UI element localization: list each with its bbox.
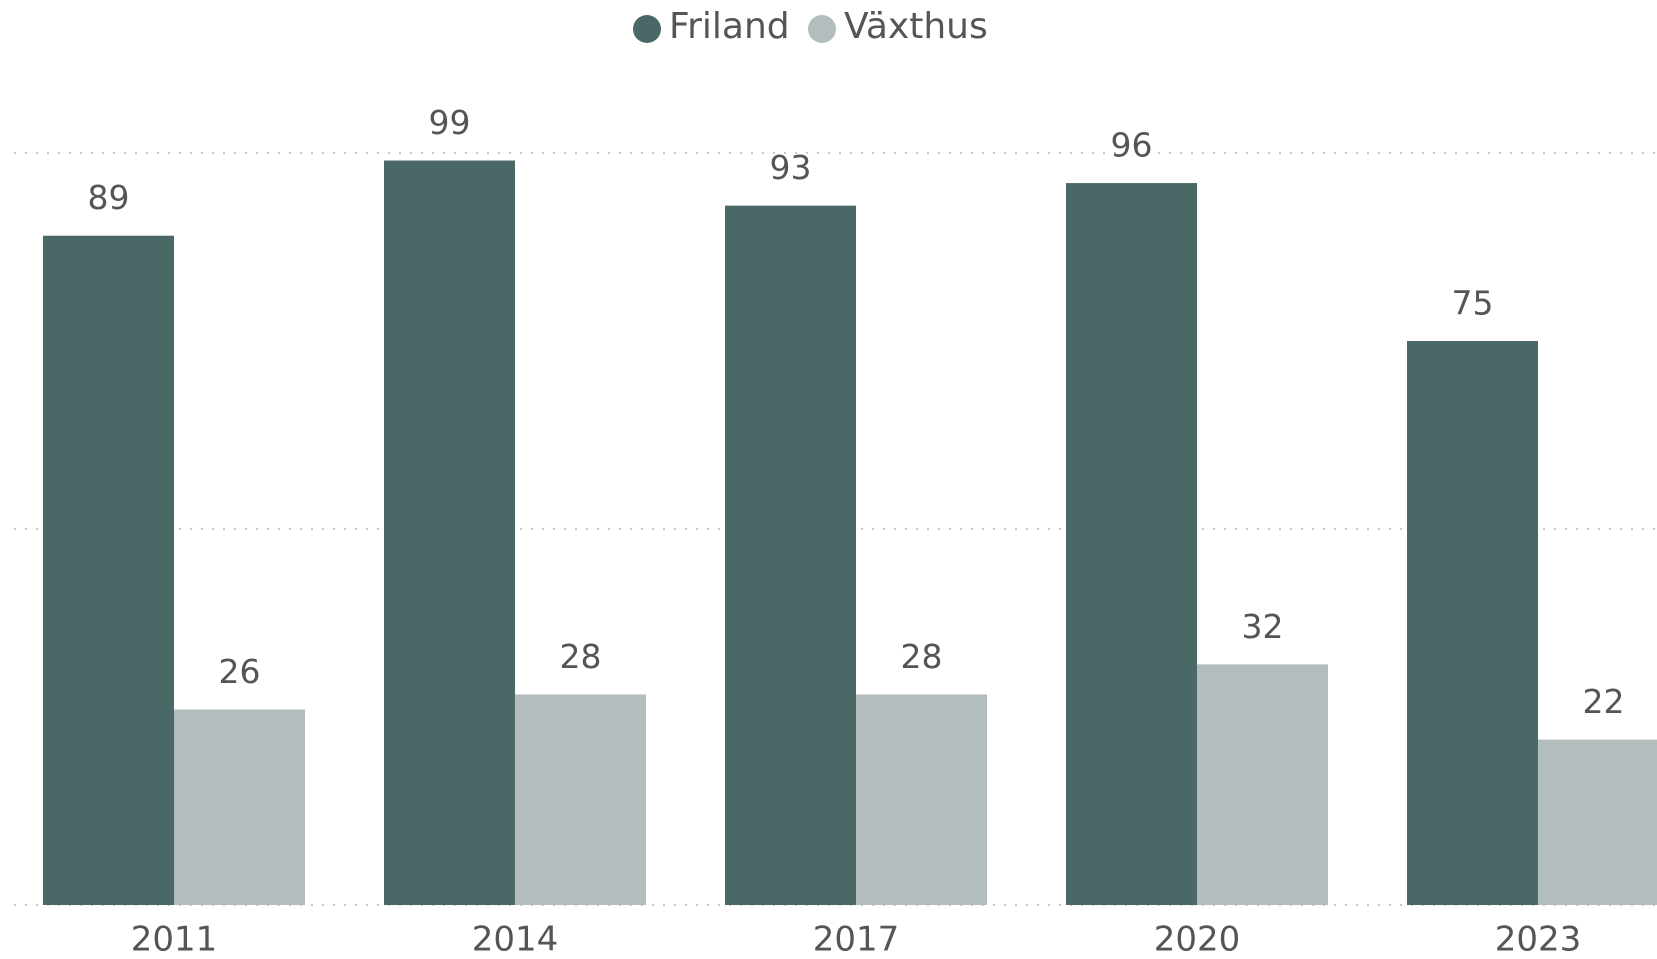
legend-label: Friland [669,6,790,47]
x-tick-label: 2023 [1495,920,1582,959]
data-label: 22 [1583,682,1625,721]
data-label: 26 [219,652,261,691]
bar [515,694,646,905]
x-tick-label: 2020 [1154,920,1241,959]
bar [856,694,987,905]
bar [384,160,515,905]
x-tick-label: 2014 [472,920,559,959]
data-label: 28 [560,637,602,676]
bar [43,235,174,906]
x-tick-label: 2017 [813,920,900,959]
bar [174,709,305,905]
bar [1538,739,1657,905]
legend-marker [808,15,836,43]
data-label: 99 [429,103,471,142]
data-label: 75 [1452,284,1494,323]
bar [725,205,856,905]
x-tick-label: 2011 [131,920,218,959]
legend-label: Växthus [844,6,988,47]
bar [1407,341,1538,905]
data-label: 89 [88,178,130,217]
legend-marker [633,15,661,43]
bar [1197,664,1328,905]
data-label: 93 [770,148,812,187]
bar [1066,183,1197,905]
data-label: 96 [1111,126,1153,165]
data-label: 28 [901,637,943,676]
data-label: 32 [1242,607,1284,646]
